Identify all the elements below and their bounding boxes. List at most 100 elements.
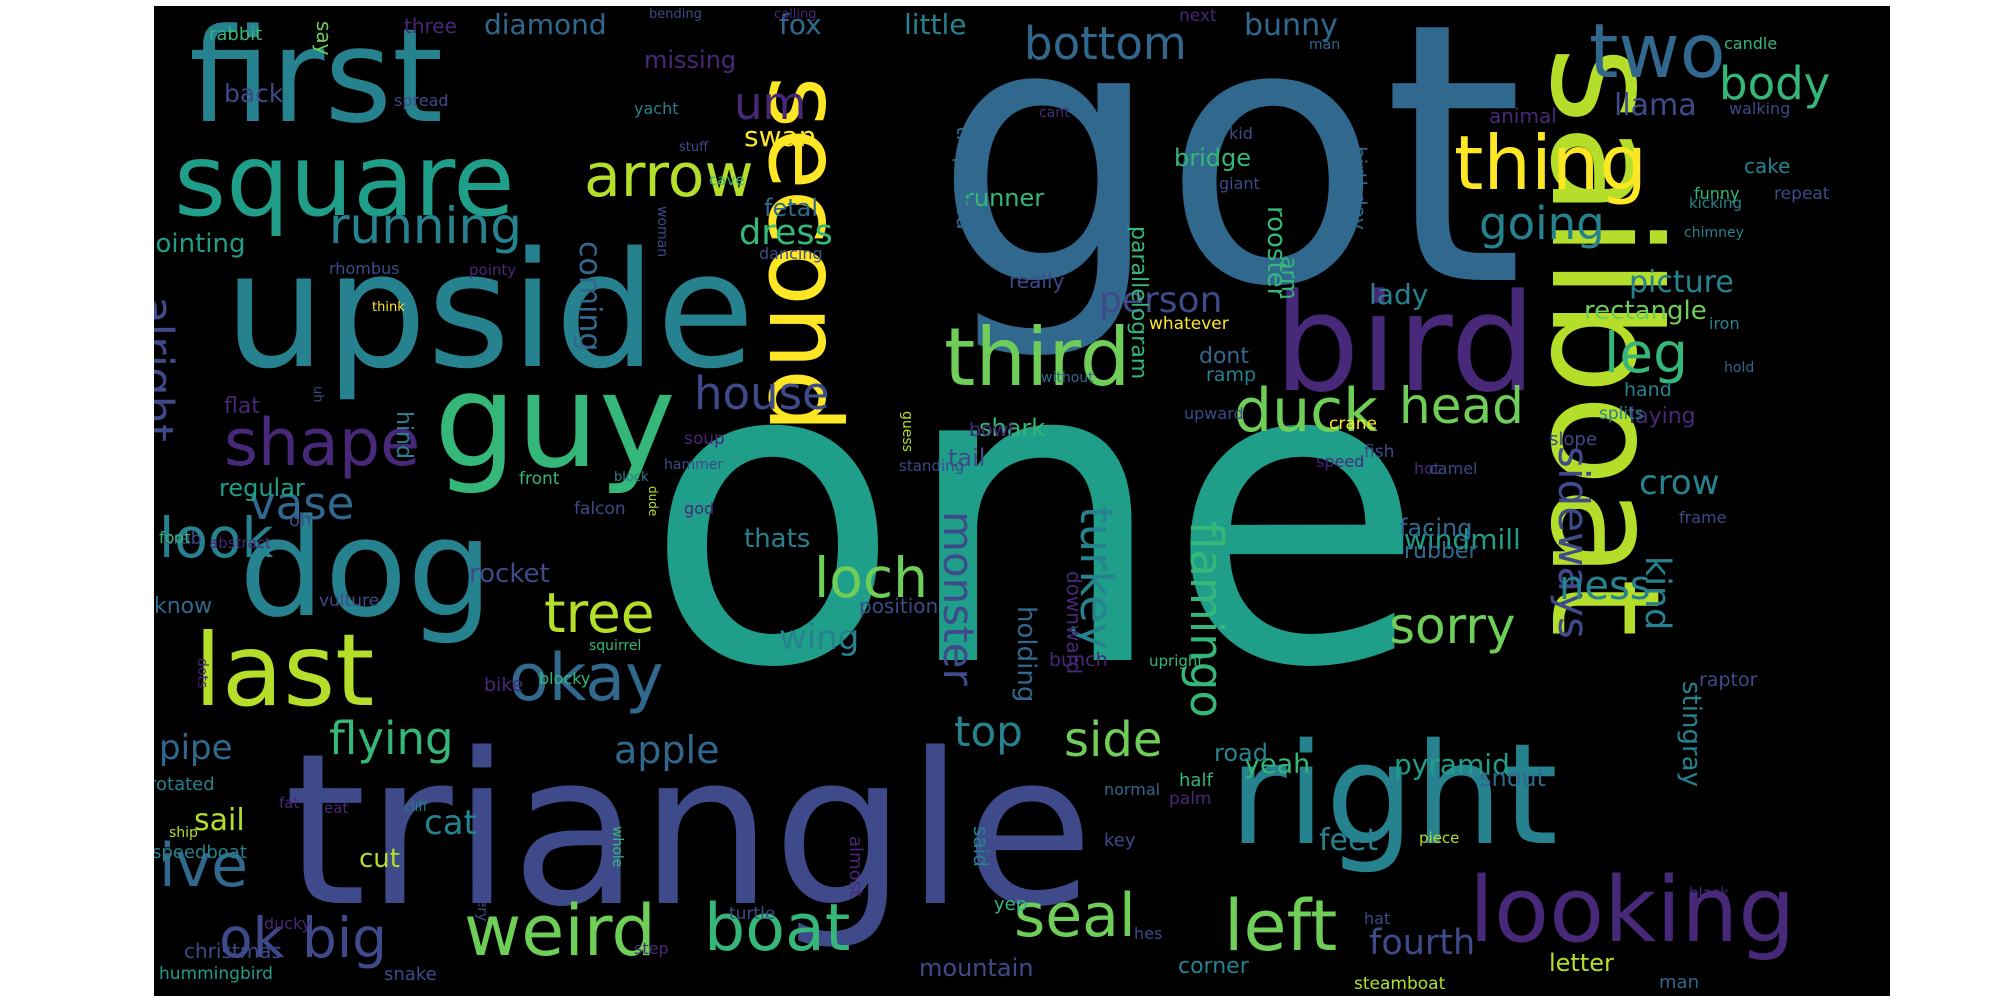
word-without: without [1041, 370, 1094, 386]
word-pointy: pointy [469, 261, 517, 279]
word-stingray: stingray [1676, 681, 1706, 787]
word-ive: ive [159, 831, 249, 901]
word-kid: kid [1229, 124, 1253, 143]
word-cave: cave [709, 171, 745, 189]
word-two: two [1589, 7, 1726, 95]
word-camel: camel [1429, 459, 1478, 478]
word-hand: hand [1624, 379, 1672, 401]
word-rabbit: rabbit [209, 24, 263, 45]
word-turtle: turtle [729, 904, 776, 924]
word-crow: crow [1639, 463, 1720, 503]
word-pointing: pointing [154, 229, 246, 259]
word-three: three [404, 14, 457, 38]
word-soup: soup [684, 429, 725, 449]
word-hold: hold [1724, 360, 1755, 376]
word-think: think [372, 300, 405, 315]
word-dancing: dancing [759, 244, 823, 263]
word-vulture: vulture [319, 591, 380, 611]
word-missing: missing [644, 46, 737, 74]
word-step: step [634, 939, 669, 958]
word-parallelogram: parallelogram [1126, 226, 1151, 380]
word-bending: bending [649, 7, 702, 22]
word-next: next [1179, 6, 1217, 26]
word-falcon: falcon [574, 499, 626, 519]
word-uh: uh [310, 386, 325, 403]
word-giant: giant [1219, 174, 1260, 193]
word-squirrel: squirrel [589, 638, 642, 654]
word-mountain: mountain [919, 954, 1034, 982]
word-cant: cant [1039, 105, 1070, 121]
word-body: body [1719, 57, 1831, 110]
word-funny: funny [1694, 184, 1740, 203]
word-standing: standing [899, 457, 965, 475]
word-fish: fish [1364, 442, 1395, 462]
word-guy: guy [434, 345, 676, 497]
word-going: going [1479, 197, 1605, 250]
word-god: god [684, 499, 715, 518]
word-side: side [1064, 712, 1163, 768]
word-man: man [1309, 37, 1341, 53]
word-yacht: yacht [634, 99, 679, 118]
word-bird: bird [1274, 265, 1537, 422]
word-triangle: triangle [284, 708, 1094, 953]
word-bunny: bunny [1244, 8, 1338, 43]
word-corner: corner [1178, 954, 1249, 979]
word-shape: shape [224, 406, 421, 481]
word-ok-big: ok big [219, 906, 388, 970]
word-sail: sail [194, 803, 245, 838]
word-im: im [334, 884, 355, 903]
word-head: head [1399, 377, 1524, 435]
word-flamingo: flamingo [1180, 521, 1233, 718]
word-wing: wing [779, 618, 860, 658]
word-key: key [1104, 830, 1136, 851]
word-vase: vase [249, 477, 355, 530]
word-cake: cake [1744, 154, 1791, 178]
word-calling: calling [774, 7, 817, 22]
word-dress: dress [739, 213, 833, 253]
word-cliff: cliff [404, 800, 428, 815]
word-hes: hes [1134, 924, 1163, 943]
word-speed: speed [1316, 452, 1365, 471]
word-spread: spread [394, 91, 449, 110]
word-last: last [194, 612, 375, 729]
word-facing: facing [1399, 514, 1473, 542]
word-kicking: kicking [1689, 194, 1742, 212]
word-thing: thing [1454, 119, 1647, 207]
word-query: query [474, 881, 490, 922]
word-trapezoid: trapezoid [951, 126, 976, 230]
word-left: left [1224, 885, 1338, 967]
word-swan: swan [744, 120, 817, 153]
word-candle: candle [1724, 34, 1778, 53]
word-snout: snout [1479, 764, 1547, 792]
word-bowl: bowl [969, 419, 1014, 441]
word-leg: leg [1604, 321, 1689, 385]
word-upward: upward [1184, 404, 1244, 423]
word-dont: dont [1199, 344, 1249, 369]
word-hind: hind [391, 411, 416, 459]
word-birthday: birthday [1347, 146, 1371, 230]
word-windmill: windmill [1404, 523, 1521, 556]
word-whatever: whatever [1149, 314, 1229, 334]
word-blocky: blocky [539, 669, 591, 688]
word-tree: tree [544, 581, 655, 645]
word-animal: animal [1489, 104, 1557, 128]
word-one: one [644, 271, 1426, 760]
word-speedboat: speedboat [154, 842, 247, 863]
word-laying: laying [1629, 404, 1696, 429]
word-third: third [944, 311, 1131, 404]
word-stuff: stuff [679, 140, 709, 155]
word-said: said [969, 826, 993, 867]
word-right: right [1229, 714, 1558, 877]
word-loch: loch [814, 546, 929, 610]
word-um: um [734, 77, 807, 130]
word-walking: walking [1729, 99, 1791, 118]
word-sideways: sideways [1549, 446, 1598, 639]
word-weird: weird [464, 890, 656, 972]
word-tail: tail [948, 444, 986, 472]
word-frame: frame [1679, 508, 1727, 527]
word-yep: yep [994, 894, 1028, 915]
word-square: square [174, 122, 515, 239]
word-really: really [1009, 269, 1065, 293]
word-hammer: hammer [664, 457, 724, 473]
word-lady: lady [1369, 278, 1429, 311]
